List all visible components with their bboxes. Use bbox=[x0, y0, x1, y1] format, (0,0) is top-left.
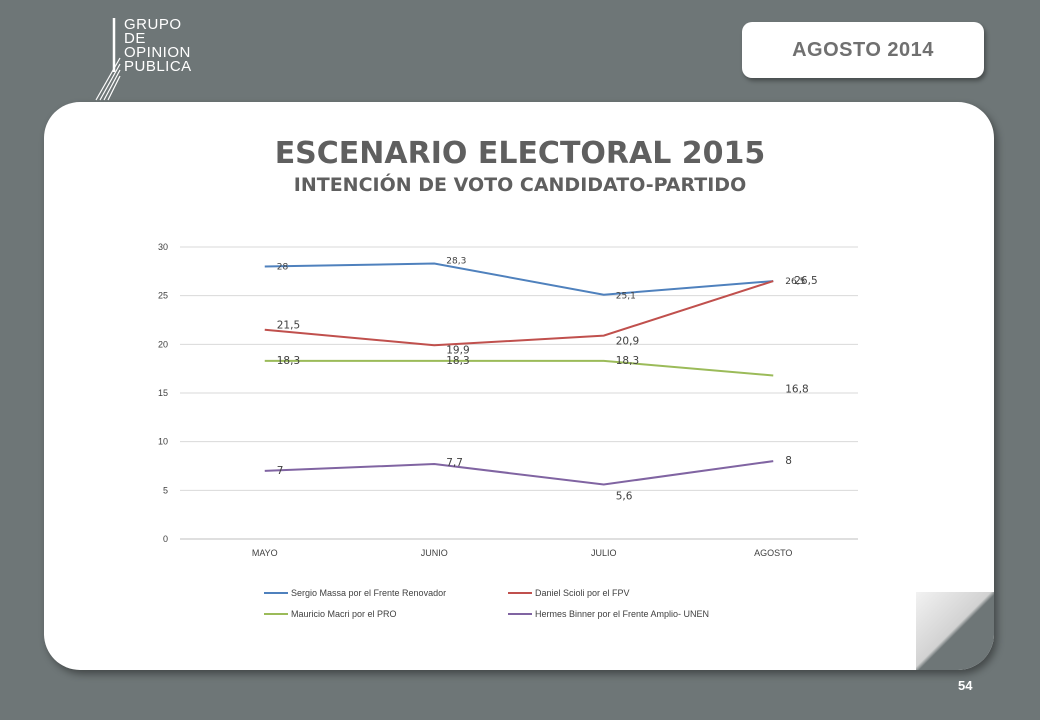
x-tick-label: MAYO bbox=[252, 548, 278, 558]
data-label: 26,5 bbox=[785, 277, 805, 287]
logo-text: GRUPO DE OPINION PUBLICA bbox=[124, 16, 192, 75]
data-label: 28 bbox=[277, 262, 289, 272]
y-axis-ticks: 0 5 10 15 20 25 30 bbox=[158, 242, 168, 544]
x-tick-label: JUNIO bbox=[421, 548, 448, 558]
logo-line: OPINION bbox=[124, 44, 191, 61]
data-label: 18,3 bbox=[616, 355, 639, 367]
slide-subtitle: INTENCIÓN DE VOTO CANDIDATO-PARTIDO bbox=[293, 174, 747, 196]
slide-title: ESCENARIO ELECTORAL 2015 bbox=[274, 136, 766, 171]
y-tick-label: 5 bbox=[163, 485, 168, 495]
x-tick-label: JULIO bbox=[591, 548, 617, 558]
series-line bbox=[264, 359, 774, 377]
logo-mark-icon bbox=[95, 18, 121, 101]
legend-label: Daniel Scioli por el FPV bbox=[535, 588, 630, 598]
logo-line: GRUPO bbox=[124, 16, 182, 33]
logo-line: PUBLICA bbox=[124, 58, 192, 75]
series-line bbox=[264, 262, 774, 296]
data-label: 8 bbox=[785, 455, 792, 467]
date-label: AGOSTO 2014 bbox=[792, 38, 934, 61]
x-axis-ticks: MAYO JUNIO JULIO AGOSTO bbox=[252, 548, 793, 558]
legend-label: Hermes Binner por el Frente Amplio- UNEN bbox=[535, 609, 709, 619]
y-tick-label: 10 bbox=[158, 437, 168, 447]
data-label: 7 bbox=[277, 465, 284, 477]
chart-grid bbox=[180, 246, 858, 540]
data-label: 18,3 bbox=[446, 355, 469, 367]
series-lines bbox=[264, 262, 774, 486]
y-tick-label: 30 bbox=[158, 242, 168, 252]
x-tick-label: AGOSTO bbox=[754, 548, 792, 558]
series-line bbox=[264, 280, 774, 347]
data-label: 21,5 bbox=[277, 320, 300, 332]
data-label: 18,3 bbox=[277, 355, 300, 367]
legend-label: Sergio Massa por el Frente Renovador bbox=[291, 588, 446, 598]
y-tick-label: 0 bbox=[163, 534, 168, 544]
data-label: 5,6 bbox=[616, 490, 633, 502]
page-number: 54 bbox=[958, 678, 973, 693]
series-line bbox=[264, 460, 774, 486]
date-tab: AGOSTO 2014 bbox=[742, 22, 984, 78]
data-label: 25,1 bbox=[616, 292, 636, 302]
data-label: 19,9 bbox=[446, 344, 469, 356]
data-label: 7,7 bbox=[446, 457, 463, 469]
data-label: 16,8 bbox=[785, 383, 808, 395]
data-label: 28,3 bbox=[446, 257, 466, 267]
legend-label: Mauricio Macri por el PRO bbox=[291, 609, 397, 619]
data-labels: 28 28,3 25,1 26,5 21,5 19,9 20,9 26,5 18,3 18,3 18… bbox=[277, 257, 818, 503]
data-label: 26,5 bbox=[794, 275, 817, 287]
y-tick-label: 25 bbox=[158, 291, 168, 301]
y-tick-label: 20 bbox=[158, 339, 168, 349]
y-tick-label: 15 bbox=[158, 388, 168, 398]
page-curl bbox=[916, 592, 994, 670]
logo-line: DE bbox=[124, 30, 146, 47]
slide-card bbox=[44, 102, 994, 670]
data-label: 20,9 bbox=[616, 336, 639, 348]
chart-legend: Sergio Massa por el Frente Renovador Dani… bbox=[264, 588, 709, 619]
